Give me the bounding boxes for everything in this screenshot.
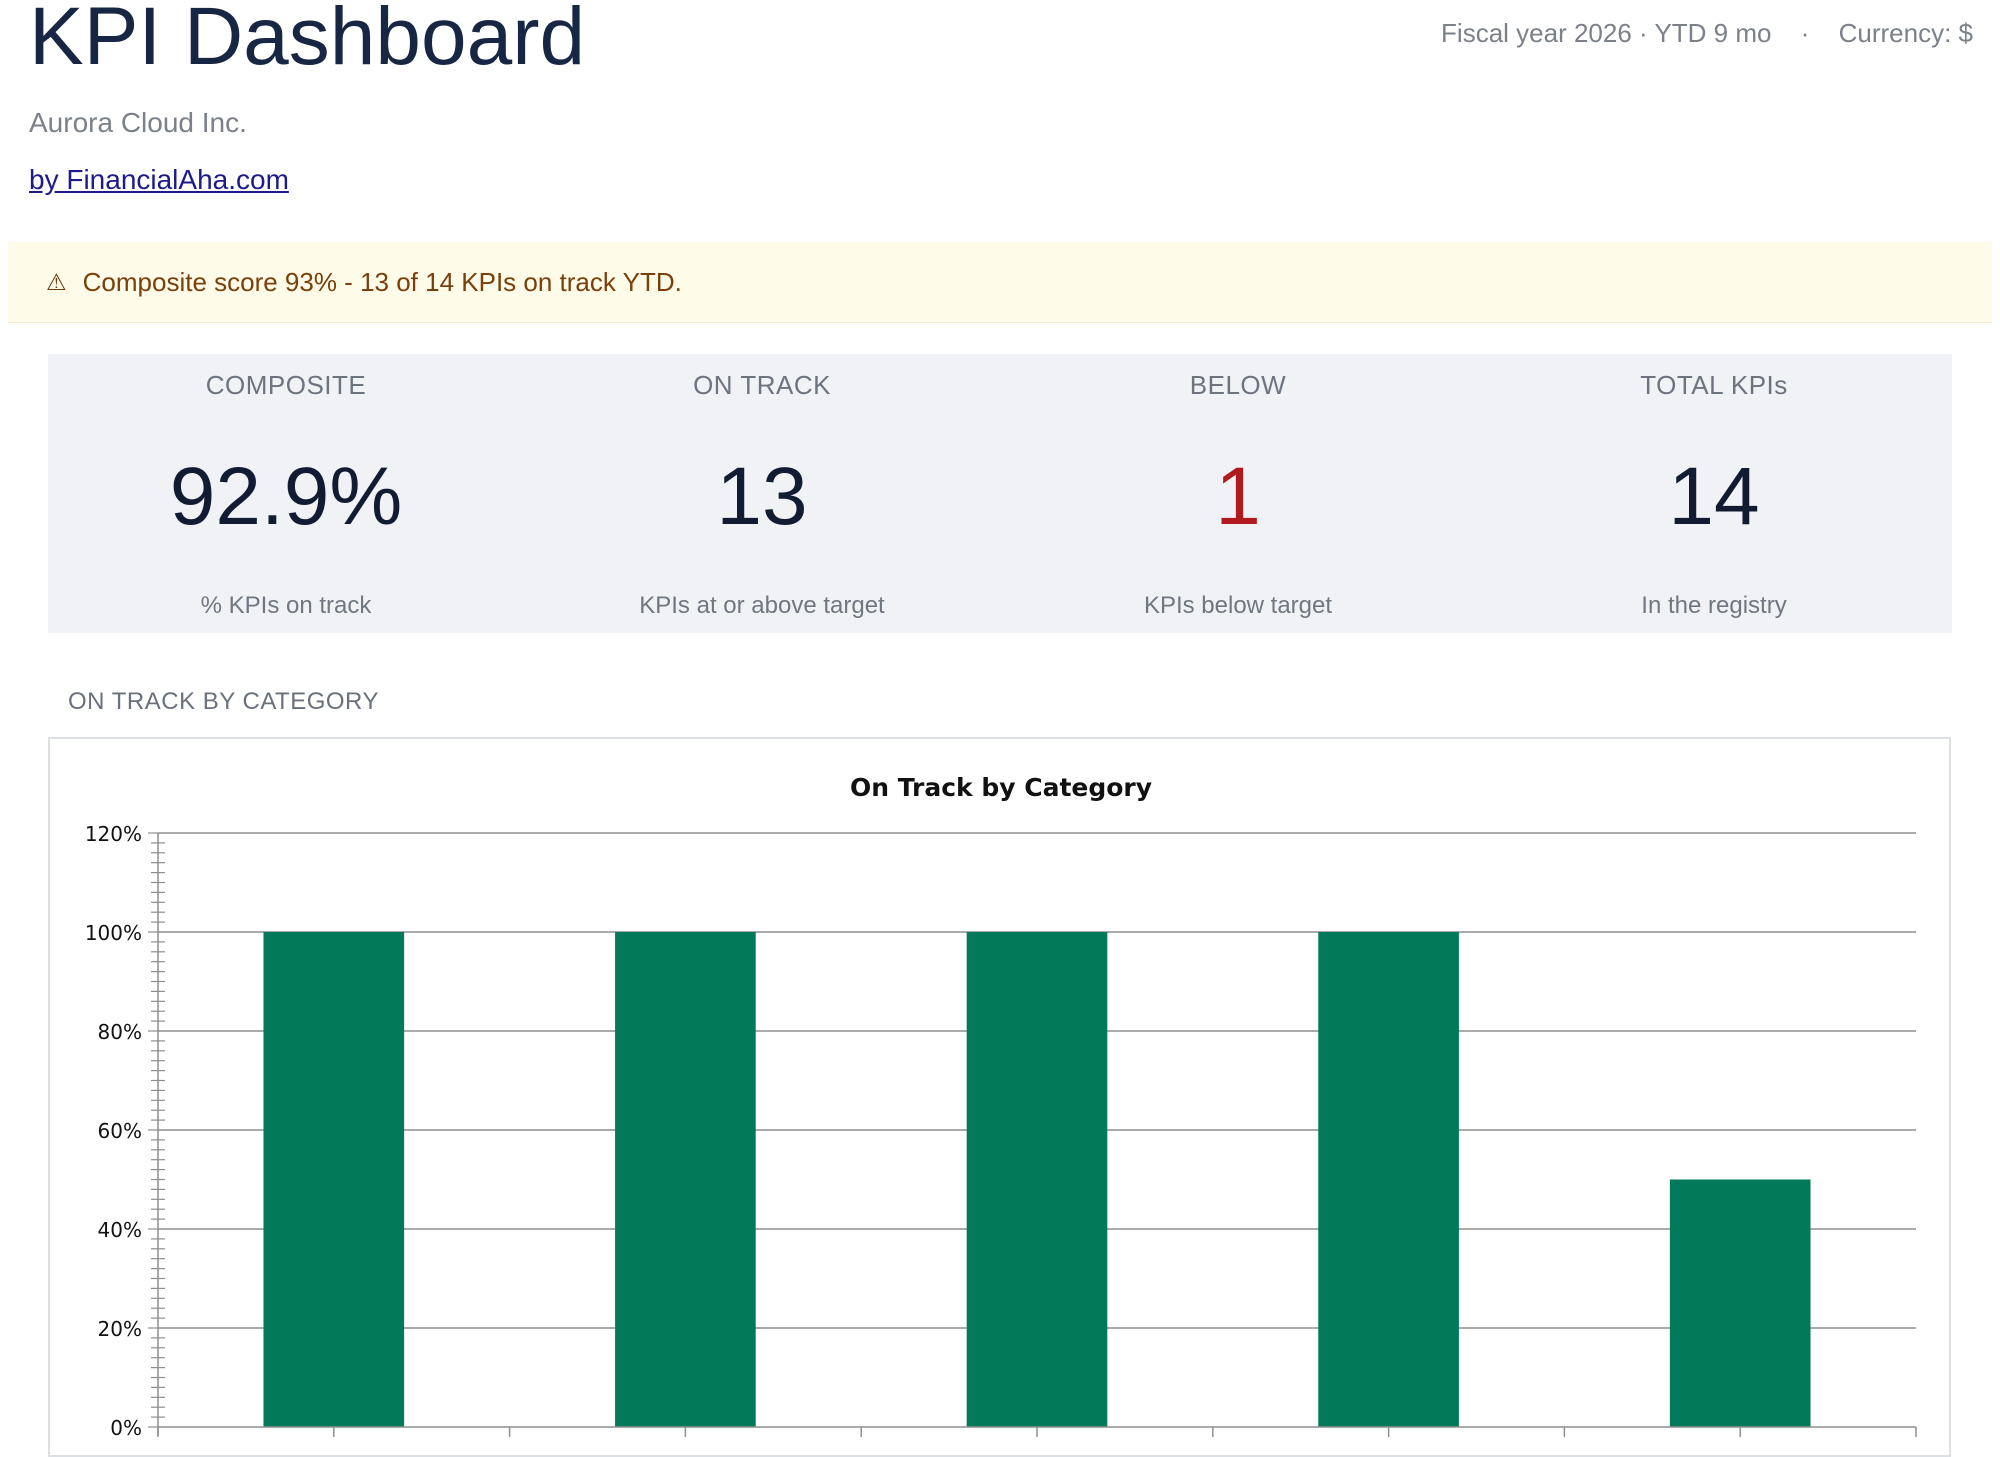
kpi-label: ON TRACK [693, 370, 831, 400]
warning-icon: ⚠ [46, 268, 67, 295]
kpi-label: BELOW [1189, 370, 1287, 400]
company-name: Aurora Cloud Inc. [29, 107, 247, 138]
bar [1669, 1179, 1811, 1427]
chart-title: On Track by Category [850, 773, 1152, 802]
bar [966, 932, 1108, 1427]
chart-container: On Track by Category 0% 20% 40% 60% 80% 100% 1… [48, 737, 1951, 1457]
kpi-subtitle: KPIs at or above target [639, 592, 885, 619]
byline-link[interactable]: by FinancialAha.com [29, 164, 289, 195]
kpi-subtitle: In the registry [1641, 592, 1787, 619]
on-track-bar-chart: On Track by Category 0% 20% 40% 60% 80% 100% 1… [85, 773, 1917, 1440]
kpi-card-total: TOTAL KPIs 14 In the registry [1476, 354, 1952, 633]
kpi-label: TOTAL KPIs [1640, 370, 1788, 400]
alert-banner: ⚠ Composite score 93% - 13 of 14 KPIs on… [8, 242, 1992, 323]
kpi-card-composite: COMPOSITE 92.9% % KPIs on track [48, 354, 524, 633]
kpi-subtitle: KPIs below target [1143, 592, 1333, 619]
y-tick-label: 100% [85, 921, 142, 945]
kpi-card-below: BELOW 1 KPIs below target [1000, 354, 1476, 633]
kpi-summary-panel: COMPOSITE 92.9% % KPIs on track ON TRACK… [48, 354, 1952, 633]
kpi-card-on-track: ON TRACK 13 KPIs at or above target [524, 354, 1000, 633]
section-label: ON TRACK BY CATEGORY [68, 688, 379, 715]
y-tick-label: 0% [110, 1416, 142, 1440]
kpi-subtitle: % KPIs on track [200, 592, 372, 619]
y-tick-label: 80% [98, 1020, 142, 1044]
currency-label: Currency: $ [1838, 18, 1973, 48]
y-tick-label: 20% [98, 1317, 142, 1341]
bar [263, 932, 405, 1427]
header-meta: Fiscal year 2026 · YTD 9 mo · Currency: … [1441, 18, 1973, 49]
kpi-value: 92.9% [169, 451, 403, 542]
fiscal-period: Fiscal year 2026 · YTD 9 mo [1441, 18, 1772, 48]
bar [615, 932, 756, 1427]
kpi-value: 13 [716, 451, 808, 542]
kpi-value: 1 [1215, 451, 1261, 542]
meta-separator: · [1800, 18, 1810, 48]
page-title: KPI Dashboard [29, 0, 586, 82]
kpi-value: 14 [1668, 451, 1760, 542]
y-tick-label: 60% [98, 1119, 142, 1143]
kpi-label: COMPOSITE [205, 370, 367, 400]
y-tick-label: 120% [85, 822, 142, 846]
alert-text: Composite score 93% - 13 of 14 KPIs on t… [82, 266, 682, 297]
bar [1318, 932, 1459, 1427]
y-tick-label: 40% [98, 1218, 142, 1242]
